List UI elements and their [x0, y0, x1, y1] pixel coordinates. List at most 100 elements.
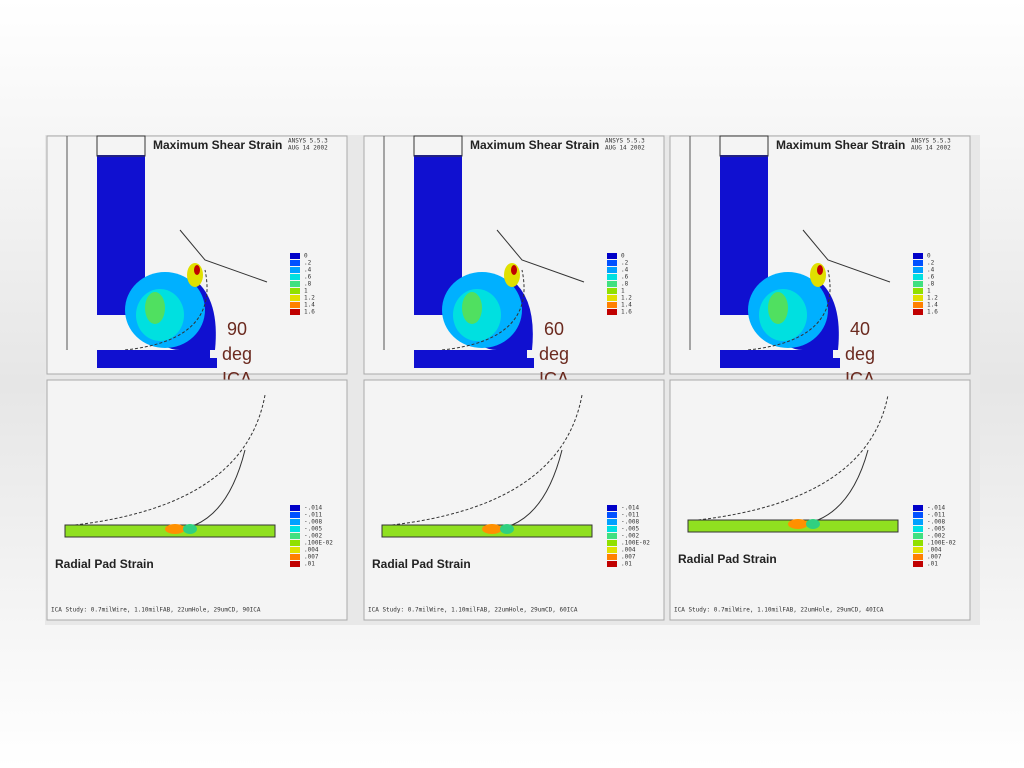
footer-text: ICA Study: 0.7milWire, 1.10milFAB, 22umH…: [674, 607, 884, 614]
legend-label: .8: [927, 281, 935, 288]
legend-swatch: [607, 533, 617, 539]
legend-swatch: [913, 260, 923, 266]
legend-swatch: [913, 512, 923, 518]
legend-label: .4: [927, 267, 935, 274]
legend-swatch: [290, 512, 300, 518]
legend-swatch: [290, 561, 300, 567]
bottom-title: Radial Pad Strain: [372, 557, 471, 571]
legend-label: -.014: [304, 505, 322, 512]
legend-swatch: [290, 302, 300, 308]
contour: [183, 524, 197, 534]
arc: [74, 394, 266, 526]
legend-swatch: [607, 540, 617, 546]
legend-label: .6: [621, 274, 629, 281]
legend-label: 1.4: [304, 302, 315, 309]
legend-label: -.005: [621, 526, 639, 533]
bottom-plot: [363, 379, 665, 621]
legend-swatch: [607, 267, 617, 273]
legend-label: 1.4: [621, 302, 632, 309]
legend-label: 0: [927, 253, 931, 260]
legend-swatch: [607, 288, 617, 294]
legend-swatch: [290, 253, 300, 259]
header-text: ANSYS 5.5.3: [288, 138, 328, 145]
legend-label: -.008: [621, 519, 639, 526]
legend-swatch: [913, 295, 923, 301]
legend-swatch: [913, 505, 923, 511]
angle-label: 40: [850, 319, 870, 339]
legend-swatch: [913, 288, 923, 294]
legend-label: .007: [621, 554, 636, 561]
legend-label: -.014: [621, 505, 639, 512]
angle-label: deg: [539, 344, 569, 364]
bottom-title: Radial Pad Strain: [678, 552, 777, 566]
contour: [817, 265, 823, 275]
bottom-title: Radial Pad Strain: [55, 557, 154, 571]
legend-label: -.005: [927, 526, 945, 533]
legend-swatch: [913, 274, 923, 280]
legend-swatch: [290, 533, 300, 539]
legend-label: .007: [304, 554, 319, 561]
arc: [697, 394, 889, 521]
footer-text: ICA Study: 0.7milWire, 1.10milFAB, 22umH…: [368, 607, 578, 614]
contour: [788, 519, 808, 529]
legend-swatch: [290, 526, 300, 532]
legend-label: 1.4: [927, 302, 938, 309]
legend-label: .6: [927, 274, 935, 281]
legend-label: -.011: [621, 512, 639, 519]
top-title: Maximum Shear Strain: [153, 138, 282, 152]
legend-label: 1.2: [927, 295, 938, 302]
angle-label: 60: [544, 319, 564, 339]
legend-label: .007: [927, 554, 942, 561]
header-text: AUG 14 2002: [911, 145, 951, 152]
legend-label: -.014: [927, 505, 945, 512]
legend-label: -.002: [621, 533, 639, 540]
arc: [747, 269, 831, 351]
capillary: [511, 449, 563, 526]
legend-label: -.008: [304, 519, 322, 526]
legend-swatch: [607, 519, 617, 525]
contour: [165, 524, 185, 534]
capillary: [194, 449, 246, 526]
legend-swatch: [913, 253, 923, 259]
legend-swatch: [913, 533, 923, 539]
legend-swatch: [290, 547, 300, 553]
contour: [145, 292, 165, 324]
legend-label: 1.6: [927, 309, 938, 316]
legend-label: 0: [621, 253, 625, 260]
capillary: [802, 229, 891, 283]
legend-swatch: [913, 561, 923, 567]
contour: [462, 292, 482, 324]
legend-swatch: [913, 302, 923, 308]
legend-label: .01: [927, 561, 938, 568]
legend-label: .4: [304, 267, 312, 274]
legend-swatch: [290, 267, 300, 273]
legend-swatch: [290, 540, 300, 546]
capillary: [179, 229, 268, 283]
legend-label: .100E-02: [927, 540, 956, 547]
legend-swatch: [607, 547, 617, 553]
top-title: Maximum Shear Strain: [470, 138, 599, 152]
column-outline: [413, 135, 463, 157]
legend-swatch: [607, 512, 617, 518]
legend-swatch: [913, 519, 923, 525]
legend-swatch: [607, 260, 617, 266]
angle-label: deg: [845, 344, 875, 364]
legend-swatch: [607, 253, 617, 259]
contour: [482, 524, 502, 534]
legend-swatch: [290, 519, 300, 525]
legend-swatch: [607, 309, 617, 315]
header-text: AUG 14 2002: [605, 145, 645, 152]
header-text: AUG 14 2002: [288, 145, 328, 152]
legend-label: -.005: [304, 526, 322, 533]
contour: [511, 265, 517, 275]
legend-label: 1.6: [304, 309, 315, 316]
legend-label: -.008: [927, 519, 945, 526]
legend-label: .004: [304, 547, 319, 554]
legend-label: 1.2: [304, 295, 315, 302]
legend-swatch: [607, 526, 617, 532]
legend-label: .2: [927, 260, 935, 267]
legend-label: 1: [304, 288, 308, 295]
